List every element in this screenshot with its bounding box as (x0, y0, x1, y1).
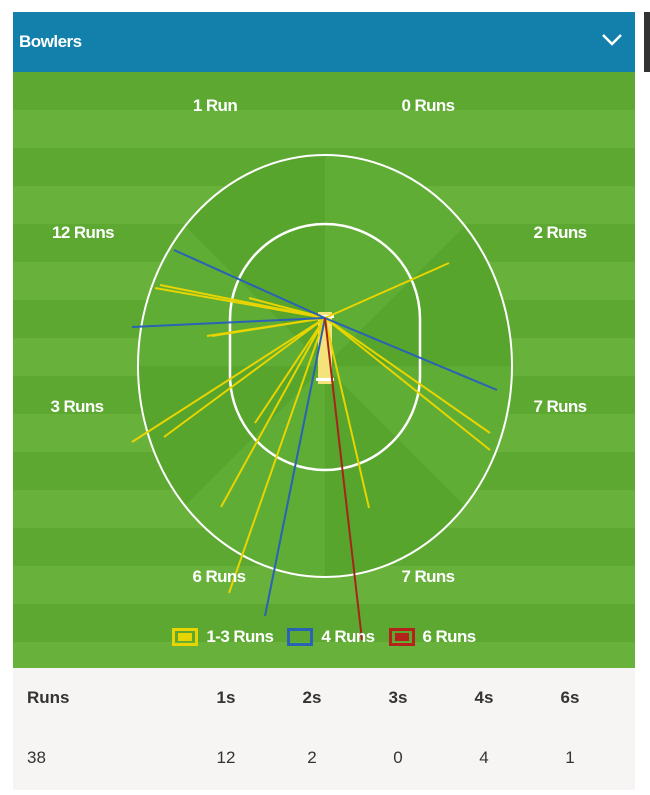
header-cell: 1s (216, 688, 236, 707)
shot-line (173, 249, 326, 319)
boundary-line (137, 154, 513, 578)
legend-swatch (287, 628, 314, 646)
stats-value-row: 38 12 2 0 4 1 (13, 728, 635, 788)
grass-stripe (13, 110, 635, 148)
header-cell: 6s (560, 688, 580, 707)
shot-line (254, 317, 326, 424)
value-cell: 0 (393, 748, 403, 767)
legend-label: 6 Runs (422, 627, 477, 646)
shot-line (324, 317, 491, 451)
stats-header-row: Runs 1s 2s 3s 4s 6s (13, 668, 635, 728)
chevron-down-icon[interactable] (601, 33, 623, 52)
panel-title: Bowlers (19, 32, 82, 51)
shot-line (220, 317, 326, 508)
shot-line (324, 317, 363, 641)
adjacent-panel-edge (644, 12, 650, 72)
legend-item: 1-3 Runs (172, 627, 274, 647)
zone-label: 1 Run (192, 96, 238, 115)
legend-label: 1-3 Runs (206, 627, 274, 646)
grass-stripe (13, 642, 635, 668)
header-cell: 2s (302, 688, 322, 707)
inner-circle (228, 222, 422, 472)
zone-label: 0 Runs (401, 96, 455, 115)
zone-label: 7 Runs (401, 567, 455, 586)
shot-line (163, 317, 326, 438)
crease (316, 315, 334, 318)
shot-line (248, 297, 326, 319)
shot-line (131, 317, 326, 328)
shot-line (324, 317, 491, 434)
value-cell: 1 (565, 748, 575, 767)
value-cell: 38 (27, 748, 46, 767)
zone-label: 12 Runs (52, 223, 115, 242)
legend-item: 6 Runs (388, 627, 477, 647)
zone-label: 3 Runs (50, 397, 104, 416)
value-cell: 4 (479, 748, 489, 767)
legend-swatch (172, 628, 199, 646)
header-cell: Runs (27, 688, 70, 707)
bowlers-dropdown[interactable]: Bowlers (13, 12, 635, 72)
shot-line (154, 287, 326, 319)
crease (316, 378, 334, 381)
shot-line (228, 317, 326, 594)
header-cell: 3s (388, 688, 408, 707)
wagon-wheel-panel: Bowlers 1 Run 0 Runs 12 Runs 2 Runs 3 Ru… (13, 12, 635, 790)
wagon-wheel-field: 1 Run 0 Runs 12 Runs 2 Runs 3 Runs 7 Run… (13, 72, 635, 668)
zone-label: 7 Runs (533, 397, 587, 416)
legend-label: 4 Runs (321, 627, 375, 646)
shot-line (324, 317, 370, 509)
zone-label: 6 Runs (192, 567, 246, 586)
legend-swatch (388, 628, 415, 646)
legend: 1-3 Runs 4 Runs 6 Runs (13, 627, 635, 647)
header-cell: 4s (474, 688, 494, 707)
shot-line (131, 317, 326, 443)
value-cell: 2 (307, 748, 317, 767)
shot-line (211, 317, 326, 337)
shot-line (324, 262, 450, 319)
field-sector (325, 366, 512, 550)
value-cell: 12 (216, 748, 236, 767)
zone-label: 2 Runs (533, 223, 587, 242)
field-graphic (13, 110, 635, 668)
shot-line (324, 317, 498, 391)
legend-item: 4 Runs (287, 627, 375, 647)
shot-line (264, 317, 326, 617)
stats-table: Runs 1s 2s 3s 4s 6s 38 12 2 0 4 1 (13, 668, 635, 790)
